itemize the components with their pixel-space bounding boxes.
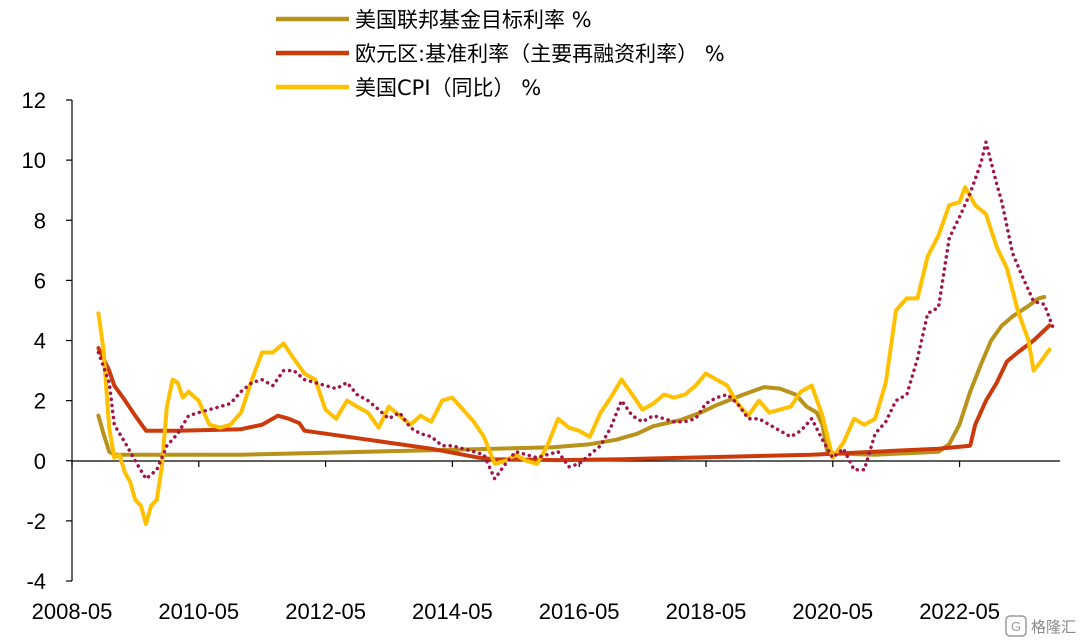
y-tick-label: 4 [34, 329, 46, 354]
x-tick-label: 2012-05 [285, 599, 366, 624]
x-tick-label: 2018-05 [666, 599, 747, 624]
x-tick-label: 2020-05 [792, 599, 873, 624]
y-tick-label: 10 [22, 148, 46, 173]
x-tick-label: 2010-05 [158, 599, 239, 624]
legend-item: 美国联邦基金目标利率 % [276, 8, 592, 32]
y-tick-label: 6 [34, 268, 46, 293]
legend-item: 美国CPI（同比） % [276, 76, 541, 100]
x-axis: 2008-05 2010-05 2012-05 2014-05 2016-05 2018-… [32, 460, 1060, 624]
watermark-logo-icon [1005, 615, 1027, 637]
legend-label: 欧元区:基准利率（主要再融资利率） % [355, 42, 725, 66]
y-tick-label: 8 [34, 208, 46, 233]
x-tick-label: 2014-05 [412, 599, 493, 624]
series-line-1 [96, 323, 1052, 463]
y-tick-label: 2 [34, 389, 46, 414]
y-tick-label: -4 [26, 569, 46, 594]
series-line-3 [96, 140, 1057, 481]
series-line-0 [96, 294, 1047, 457]
watermark: G 格隆汇 [1005, 615, 1076, 637]
y-tick-label: 0 [34, 449, 46, 474]
x-tick-label: 2008-05 [32, 599, 113, 624]
legend: 美国联邦基金目标利率 % 欧元区:基准利率（主要再融资利率） % 美国CPI（同比）… [276, 8, 725, 100]
y-axis: -4 -2 0 2 4 6 8 10 12 [22, 88, 73, 594]
series-layer [96, 140, 1057, 526]
legend-label: 美国联邦基金目标利率 % [355, 8, 592, 32]
y-tick-label: -2 [26, 509, 46, 534]
watermark-text: 格隆汇 [1031, 618, 1076, 636]
x-tick-label: 2016-05 [539, 599, 620, 624]
watermark-logo-glyph: G [1011, 619, 1021, 634]
series-line-2 [96, 185, 1052, 526]
y-tick-label: 12 [22, 88, 46, 113]
x-tick-label: 2022-05 [919, 599, 1000, 624]
legend-label: 美国CPI（同比） % [355, 76, 541, 100]
legend-item: 欧元区:基准利率（主要再融资利率） % [276, 42, 725, 66]
